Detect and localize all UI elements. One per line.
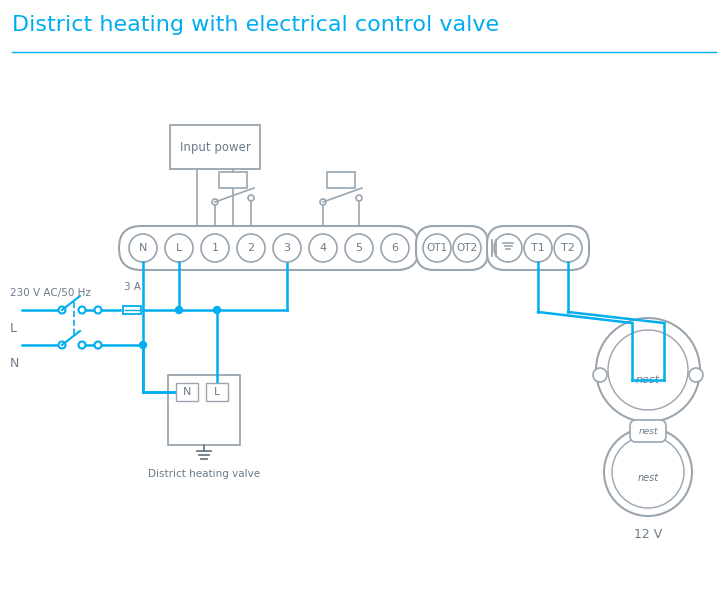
Circle shape	[201, 234, 229, 262]
Circle shape	[320, 199, 326, 205]
Circle shape	[129, 234, 157, 262]
Circle shape	[345, 234, 373, 262]
Text: 230 V AC/50 Hz: 230 V AC/50 Hz	[10, 288, 91, 298]
FancyBboxPatch shape	[630, 420, 666, 442]
Text: District heating with electrical control valve: District heating with electrical control…	[12, 15, 499, 35]
Bar	[219, 172, 247, 188]
Circle shape	[554, 234, 582, 262]
Text: 1: 1	[212, 243, 218, 253]
Text: T1: T1	[531, 243, 545, 253]
Circle shape	[381, 234, 409, 262]
Text: nest: nest	[636, 375, 660, 385]
Text: T2: T2	[561, 243, 575, 253]
Circle shape	[612, 436, 684, 508]
Text: 4: 4	[320, 243, 327, 253]
Circle shape	[175, 307, 183, 314]
Text: OT2: OT2	[456, 243, 478, 253]
FancyBboxPatch shape	[487, 226, 589, 270]
Text: N: N	[139, 243, 147, 253]
Bar	[123, 306, 141, 314]
Circle shape	[237, 234, 265, 262]
Text: nest: nest	[638, 426, 658, 435]
FancyBboxPatch shape	[416, 226, 488, 270]
Circle shape	[95, 342, 101, 349]
Text: 5: 5	[355, 243, 363, 253]
Text: 3 A: 3 A	[124, 282, 141, 292]
Text: 3: 3	[283, 243, 290, 253]
Circle shape	[212, 199, 218, 205]
Text: N: N	[10, 357, 20, 370]
Circle shape	[494, 234, 522, 262]
Circle shape	[423, 234, 451, 262]
Circle shape	[140, 342, 146, 349]
Circle shape	[248, 195, 254, 201]
Text: L: L	[214, 387, 220, 397]
Circle shape	[58, 307, 66, 314]
Text: 2: 2	[248, 243, 255, 253]
Bar	[170, 125, 260, 169]
Circle shape	[596, 318, 700, 422]
Circle shape	[79, 307, 85, 314]
Circle shape	[689, 368, 703, 382]
Text: 12 V: 12 V	[634, 528, 662, 541]
Text: L: L	[10, 322, 17, 335]
Text: Input power: Input power	[180, 141, 250, 153]
Circle shape	[165, 234, 193, 262]
Circle shape	[309, 234, 337, 262]
Bar	[176, 383, 198, 401]
Circle shape	[58, 342, 66, 349]
Text: L: L	[176, 243, 182, 253]
Circle shape	[593, 368, 607, 382]
Text: nest: nest	[638, 473, 659, 483]
Circle shape	[608, 330, 688, 410]
Bar	[168, 375, 240, 445]
Circle shape	[604, 428, 692, 516]
Bar	[206, 383, 228, 401]
Circle shape	[356, 195, 362, 201]
Circle shape	[79, 342, 85, 349]
Circle shape	[95, 307, 101, 314]
Text: District heating valve: District heating valve	[148, 469, 260, 479]
Circle shape	[273, 234, 301, 262]
FancyBboxPatch shape	[119, 226, 419, 270]
Circle shape	[453, 234, 481, 262]
Text: 6: 6	[392, 243, 398, 253]
Circle shape	[213, 307, 221, 314]
Bar	[327, 172, 355, 188]
Text: OT1: OT1	[427, 243, 448, 253]
Text: N: N	[183, 387, 191, 397]
Circle shape	[524, 234, 552, 262]
